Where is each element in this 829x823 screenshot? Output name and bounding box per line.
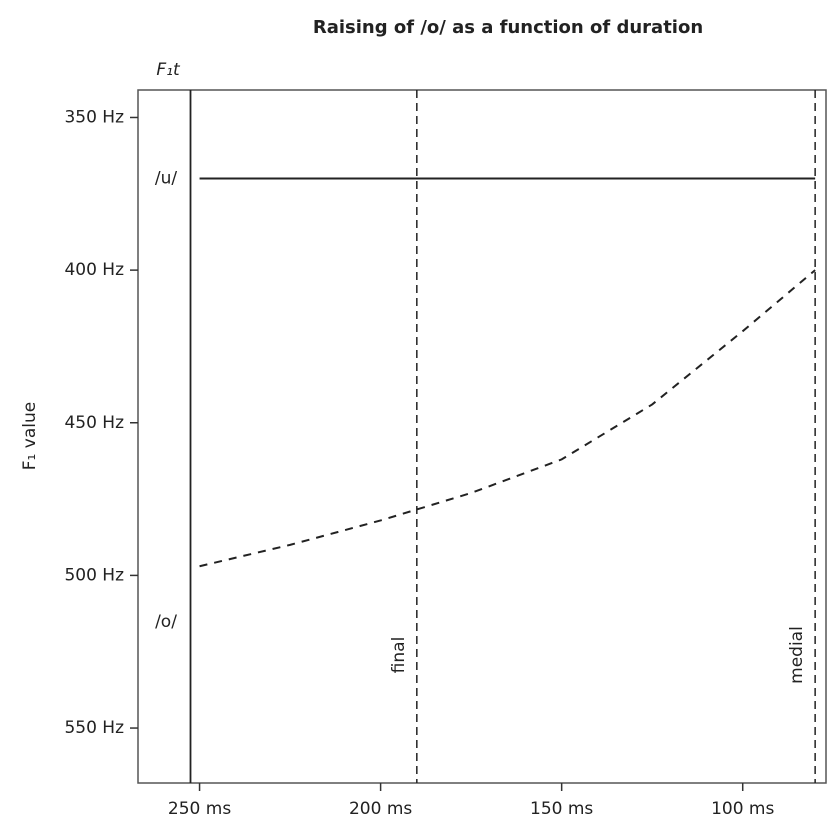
plot-frame [137, 89, 827, 784]
x-tick-label: 100 ms [711, 799, 774, 819]
series-label: /o/ [155, 612, 177, 632]
x-tick-label: 250 ms [168, 799, 231, 819]
y-tick-label: 500 Hz [64, 565, 124, 585]
y-axis-label: F₁ value [20, 402, 40, 470]
reference-label: final [389, 637, 409, 674]
series-label: /u/ [155, 169, 178, 189]
series-line [199, 269, 816, 568]
y-tick-label: 450 Hz [64, 413, 124, 433]
x-tick-label: 150 ms [530, 799, 593, 819]
boundary-label: F₁t [156, 60, 181, 80]
x-tick-label: 200 ms [349, 799, 412, 819]
chart-title: Raising of /o/ as a function of duration [313, 17, 703, 38]
y-tick-label: 550 Hz [64, 718, 124, 738]
reference-label: medial [787, 626, 807, 684]
y-tick-label: 350 Hz [64, 107, 124, 127]
y-tick-label: 400 Hz [64, 260, 124, 280]
